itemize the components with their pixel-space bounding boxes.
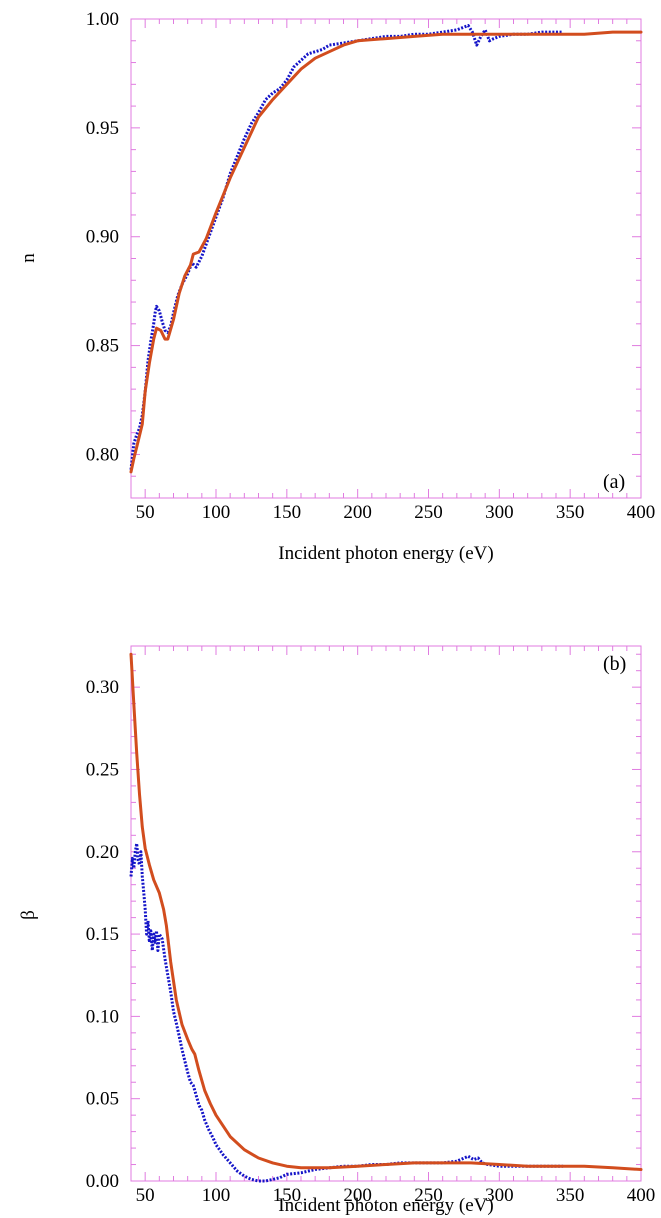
y-tick-label: 1.00	[86, 9, 119, 30]
x-axis-title: Incident photon energy (eV)	[278, 543, 493, 564]
x-tick-label: 400	[627, 1185, 656, 1206]
y-tick-label: 0.25	[86, 759, 119, 780]
x-tick-label: 250	[414, 502, 443, 523]
series-fit-line	[129, 652, 643, 1171]
x-tick-label: 100	[202, 1185, 231, 1206]
x-tick-label: 350	[556, 1185, 585, 1206]
x-tick-label: 200	[343, 502, 372, 523]
y-tick-label: 0.20	[86, 842, 119, 863]
y-tick-label: 0.85	[86, 336, 119, 357]
x-tick-label: 50	[136, 1185, 155, 1206]
tick-marks	[130, 646, 642, 1182]
y-tick-label: 0.30	[86, 677, 119, 698]
y-tick-labels: 0.80 0.85 0.90 0.95 1.00	[86, 9, 119, 465]
x-tick-label: 350	[556, 502, 585, 523]
y-tick-label: 0.80	[86, 444, 119, 465]
chart-panel-a: 50 100 150 200 250 300 350 400 0.80 0.85 0.90 0.95…	[18, 9, 655, 564]
y-axis-title: β	[18, 910, 39, 920]
y-axis-title: n	[18, 253, 39, 263]
y-tick-label: 0.00	[86, 1171, 119, 1192]
series-layer	[129, 652, 643, 1183]
y-tick-label: 0.15	[86, 924, 119, 945]
x-axis-title: Incident photon energy (eV)	[278, 1195, 493, 1216]
x-tick-labels: 50 100 150 200 250 300 350 400	[136, 502, 656, 523]
x-tick-label: 150	[273, 502, 302, 523]
x-tick-label: 250	[414, 1185, 443, 1206]
y-tick-label: 0.10	[86, 1006, 119, 1027]
series-measured-line	[129, 842, 564, 1183]
series-layer	[129, 24, 643, 474]
series-measured-line	[129, 24, 564, 470]
x-tick-label: 100	[202, 502, 231, 523]
plot-frame	[130, 18, 642, 499]
y-tick-labels: 0.00 0.05 0.10 0.15 0.20 0.25 0.30	[86, 677, 119, 1192]
x-tick-label: 150	[273, 1185, 302, 1206]
x-tick-label: 50	[136, 502, 155, 523]
tick-marks	[130, 18, 642, 499]
panel-label: (a)	[603, 471, 625, 493]
x-tick-label: 200	[343, 1185, 372, 1206]
x-tick-labels: 50 100 150 200 250 300 350 400	[136, 1185, 656, 1206]
x-tick-label: 300	[485, 1185, 514, 1206]
y-tick-label: 0.95	[86, 118, 119, 139]
series-fit-line	[129, 30, 643, 474]
x-tick-label: 300	[485, 502, 514, 523]
y-tick-label: 0.90	[86, 227, 119, 248]
y-tick-label: 0.05	[86, 1089, 119, 1110]
x-tick-label: 400	[627, 502, 656, 523]
chart-panel-b: 50 100 150 200 250 300 350 400 0.00 0.05 0.10 0.15…	[18, 645, 656, 1216]
panel-label: (b)	[603, 653, 626, 675]
